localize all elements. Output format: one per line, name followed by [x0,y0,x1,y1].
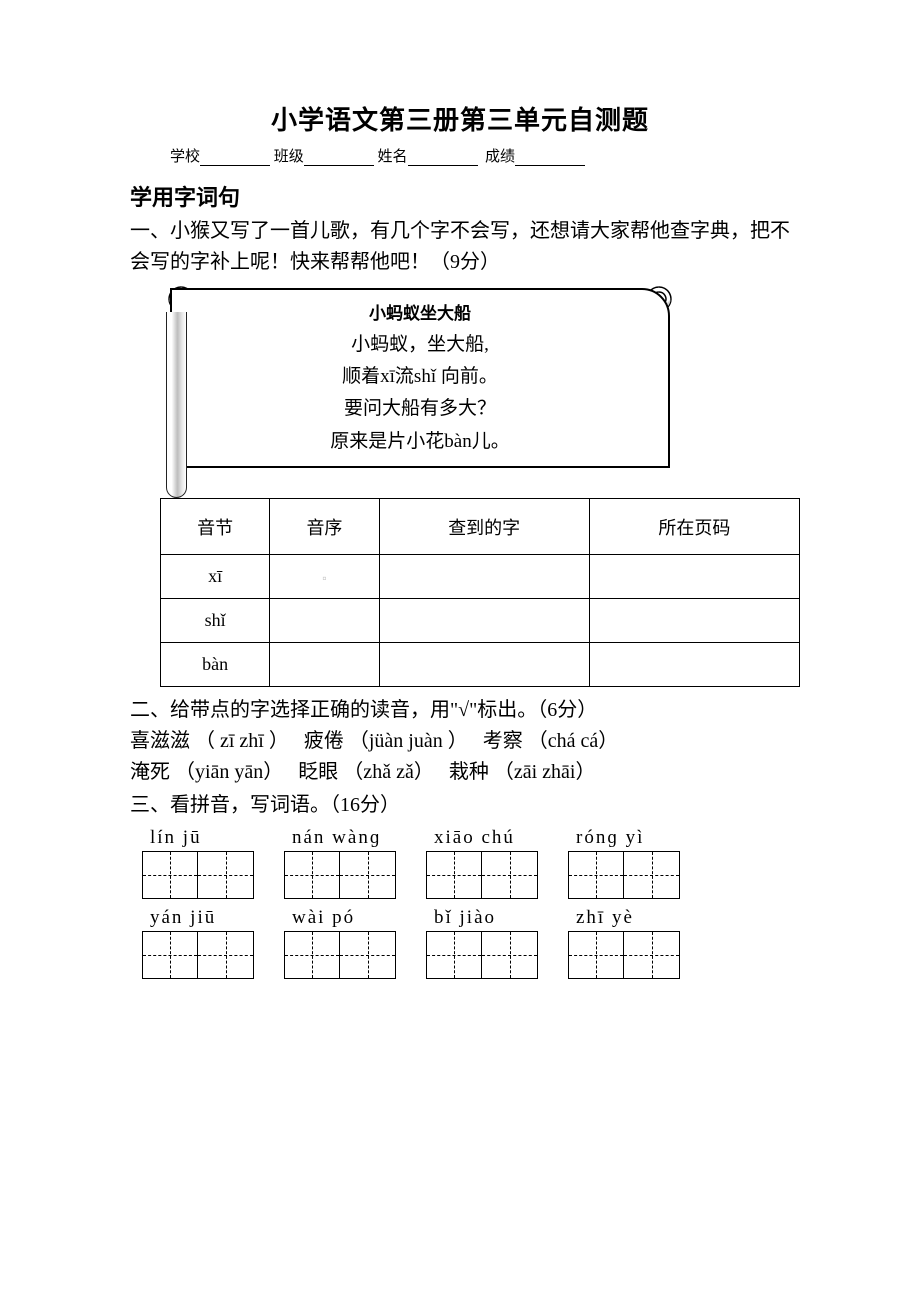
q3-box-grid: lín jū nán wànɡ xiāo chú rónɡ yì yán jiū wài … [130,827,790,979]
pinyin-row: yán jiū wài pó bǐ jiào zhī yè [142,907,790,979]
pinyin-group: bǐ jiào [426,907,538,979]
class-label: 班级 [274,149,304,165]
cell-syllable: shǐ [161,599,270,643]
poem-title: 小蚂蚁坐大船 [192,300,648,329]
char-box[interactable] [142,931,198,979]
cell-blank[interactable] [589,599,799,643]
char-box[interactable] [568,851,624,899]
col-header: 音节 [161,499,270,555]
char-box[interactable] [142,851,198,899]
char-pair [568,931,680,979]
cell-blank[interactable] [379,643,589,687]
cell-blank[interactable] [379,555,589,599]
char-box[interactable] [284,931,340,979]
char-pair [142,931,254,979]
q2-prompt: 二、给带点的字选择正确的读音，用"√"标出。（6分） [130,695,790,726]
pinyin-group: yán jiū [142,907,254,979]
char-box[interactable] [284,851,340,899]
pinyin-label: xiāo chú [434,827,515,849]
q2-item: 喜滋滋 （ zī zhī ） [130,730,279,752]
pinyin-group: zhī yè [568,907,680,979]
char-box[interactable] [568,931,624,979]
char-box[interactable] [482,931,538,979]
cell-blank[interactable] [589,555,799,599]
table-row: shǐ [161,599,800,643]
q2-item: 淹死 （yiān yān） [130,761,273,783]
table-row: bàn [161,643,800,687]
school-label: 学校 [170,149,200,165]
student-info-line: 学校 班级 姓名 成绩 [130,145,790,166]
q2-items: 喜滋滋 （ zī zhī ） 疲倦 （jüàn juàn ） 考察 （chá c… [130,726,790,788]
char-box[interactable] [426,851,482,899]
q2-item: 考察 （chá cá） [483,730,609,752]
dictionary-lookup-table: 音节 音序 查到的字 所在页码 xī ▫ shǐ bàn [160,498,800,687]
cell-blank[interactable] [379,599,589,643]
table-row: 音节 音序 查到的字 所在页码 [161,499,800,555]
cell-syllable: bàn [161,643,270,687]
pinyin-group: rónɡ yì [568,827,680,899]
pinyin-label: zhī yè [576,907,634,929]
q2-line: 喜滋滋 （ zī zhī ） 疲倦 （jüàn juàn ） 考察 （chá c… [130,726,790,757]
q2-item: 疲倦 （jüàn juàn ） [304,730,458,752]
name-label: 姓名 [378,149,408,165]
col-header: 音序 [270,499,379,555]
col-header: 所在页码 [589,499,799,555]
char-pair [284,931,396,979]
poem-line: 小蚂蚁，坐大船, [192,329,648,361]
pinyin-label: bǐ jiào [434,907,496,929]
char-box[interactable] [482,851,538,899]
char-pair [568,851,680,899]
char-pair [142,851,254,899]
q1-prompt: 一、小猴又写了一首儿歌，有几个字不会写，还想请大家帮他查字典，把不会写的字补上呢… [130,216,790,278]
q2-item: 眨眼 （zhǎ zǎ） [298,761,424,783]
q2-line: 淹死 （yiān yān） 眨眼 （zhǎ zǎ） 栽种 （zāi zhāi） [130,757,790,788]
char-pair [426,931,538,979]
pinyin-label: yán jiū [150,907,216,929]
poem-line: 要问大船有多大？ [192,393,648,425]
name-blank[interactable] [408,150,478,166]
char-box[interactable] [340,931,396,979]
scroll-tube-icon [166,312,187,498]
school-blank[interactable] [200,150,270,166]
pinyin-group: nán wànɡ [284,827,396,899]
char-box[interactable] [426,931,482,979]
pinyin-label: nán wànɡ [292,827,381,849]
score-blank[interactable] [515,150,585,166]
char-pair [426,851,538,899]
poem-body: 小蚂蚁坐大船 小蚂蚁，坐大船, 顺着xī流shǐ 向前。 要问大船有多大？ 原来… [170,288,670,468]
section-heading: 学用字词句 [130,180,790,212]
cell-blank[interactable] [270,599,379,643]
pinyin-group: xiāo chú [426,827,538,899]
pinyin-label: rónɡ yì [576,827,644,849]
cell-blank[interactable] [589,643,799,687]
class-blank[interactable] [304,150,374,166]
page-title: 小学语文第三册第三单元自测题 [130,100,790,137]
poem-scroll: 小蚂蚁坐大船 小蚂蚁，坐大船, 顺着xī流shǐ 向前。 要问大船有多大？ 原来… [170,288,670,468]
pinyin-group: wài pó [284,907,396,979]
pinyin-row: lín jū nán wànɡ xiāo chú rónɡ yì [142,827,790,899]
score-label: 成绩 [485,149,515,165]
cell-syllable: xī [161,555,270,599]
watermark-dot-icon: ▫ [322,571,326,585]
q2-item: 栽种 （zāi zhāi） [449,761,586,783]
pinyin-label: wài pó [292,907,355,929]
char-box[interactable] [624,931,680,979]
char-box[interactable] [198,851,254,899]
char-box[interactable] [198,931,254,979]
cell-blank[interactable]: ▫ [270,555,379,599]
col-header: 查到的字 [379,499,589,555]
poem-line: 原来是片小花bàn儿。 [192,426,648,458]
char-box[interactable] [340,851,396,899]
table-row: xī ▫ [161,555,800,599]
pinyin-label: lín jū [150,827,202,849]
pinyin-group: lín jū [142,827,254,899]
char-box[interactable] [624,851,680,899]
poem-line: 顺着xī流shǐ 向前。 [192,361,648,393]
char-pair [284,851,396,899]
q3-prompt: 三、看拼音，写词语。（16分） [130,790,790,821]
cell-blank[interactable] [270,643,379,687]
